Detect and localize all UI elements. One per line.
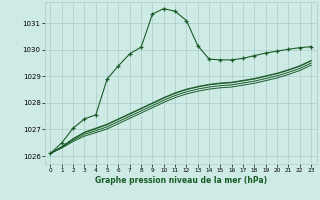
X-axis label: Graphe pression niveau de la mer (hPa): Graphe pression niveau de la mer (hPa) — [95, 176, 267, 185]
